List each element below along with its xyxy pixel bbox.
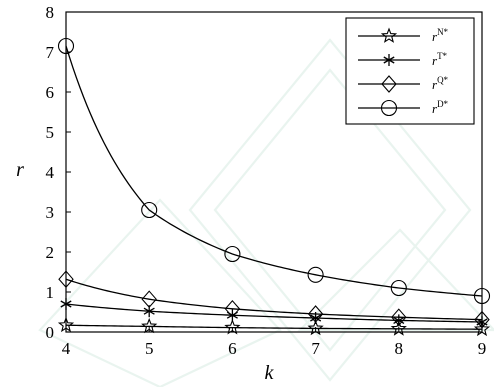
y-tick-label: 3 (46, 203, 55, 222)
data-point (473, 287, 491, 305)
legend-marker (380, 99, 398, 117)
data-point (224, 245, 241, 263)
y-tick-label: 5 (46, 123, 55, 142)
legend-label: rN* (432, 27, 449, 44)
legend-label: rQ* (432, 75, 449, 92)
y-tick-label: 7 (46, 43, 55, 62)
y-tick-label: 1 (46, 283, 55, 302)
plot-area: 4 5 6 7 8 9 0 1 2 3 4 5 6 7 8 (46, 3, 491, 358)
y-tick-label: 2 (46, 243, 55, 262)
series-line-n-star (65, 324, 483, 330)
y-axis-title: r (16, 159, 24, 181)
x-tick-label: 4 (62, 339, 71, 358)
y-tick-label: 8 (46, 3, 55, 22)
x-tick-label: 7 (311, 339, 320, 358)
y-tick-label: 4 (46, 163, 55, 182)
data-point (390, 279, 407, 297)
data-point (474, 310, 490, 329)
legend-label: rD* (432, 99, 449, 116)
data-point (473, 320, 491, 337)
x-tick-label: 6 (228, 339, 237, 358)
legend-marker (381, 75, 397, 93)
data-point (307, 319, 324, 336)
legend-label: rT* (432, 51, 448, 68)
watermark (38, 38, 494, 387)
data-point (58, 270, 74, 289)
data-point (224, 319, 241, 335)
x-tick-label: 9 (478, 339, 487, 358)
series-line-q-star (65, 278, 483, 321)
data-point (141, 201, 158, 219)
data-point (307, 305, 324, 323)
x-axis-title: k (265, 362, 275, 384)
data-point (390, 320, 407, 336)
data-point (57, 37, 75, 55)
legend-marker (380, 27, 398, 43)
data-point (391, 308, 407, 327)
data-point (141, 317, 158, 334)
data-point (141, 290, 157, 309)
legend-marker (383, 54, 395, 66)
series-line-t-star (65, 303, 483, 323)
data-point (57, 316, 75, 333)
x-tick-label: 8 (395, 339, 404, 358)
data-point (224, 299, 241, 318)
y-tick-label: 0 (46, 323, 55, 342)
data-point (60, 298, 72, 310)
y-tick-label: 6 (46, 83, 55, 102)
legend: rN* rT* rQ* rD* (345, 17, 475, 125)
x-tick-label: 5 (145, 339, 154, 358)
data-point (307, 266, 324, 283)
series-line-d-star (65, 45, 483, 297)
